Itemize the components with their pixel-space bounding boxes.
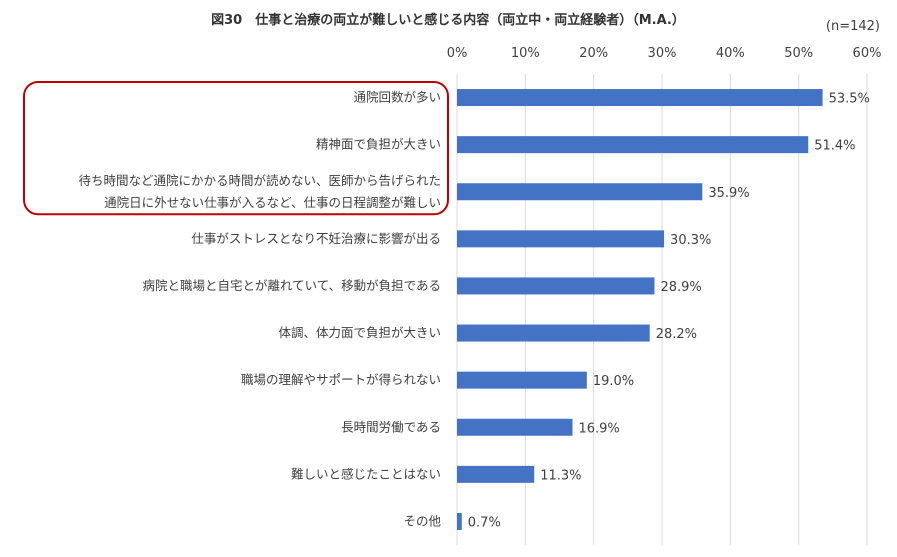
bar bbox=[457, 418, 573, 436]
category-label: 通院回数が多い bbox=[353, 90, 441, 105]
x-tick-label: 20% bbox=[579, 46, 608, 61]
category-label: 精神面で負担が大きい bbox=[316, 137, 441, 152]
category-label: 長時間労働である bbox=[341, 419, 441, 434]
bar bbox=[457, 371, 587, 389]
bar bbox=[457, 89, 823, 107]
category-label: 体調、体力面で負担が大きい bbox=[278, 325, 441, 340]
x-tick-label: 60% bbox=[853, 46, 882, 61]
x-tick-label: 50% bbox=[784, 46, 813, 61]
category-label: 病院と職場と自宅とが離れていて、移動が負担である bbox=[142, 278, 441, 293]
value-label: 11.3% bbox=[540, 468, 581, 483]
bar bbox=[457, 183, 703, 201]
value-label: 53.5% bbox=[829, 92, 870, 107]
x-tick-label: 40% bbox=[716, 46, 745, 61]
category-label: 仕事がストレスとなり不妊治療に影響が出る bbox=[191, 231, 441, 246]
value-label: 51.4% bbox=[814, 139, 855, 154]
value-label: 35.9% bbox=[708, 186, 749, 201]
value-label: 16.9% bbox=[578, 421, 619, 436]
chart-title: 図30 仕事と治療の両立が難しいと感じる内容（両立中・両立経験者）（M.A.） bbox=[211, 12, 685, 28]
category-labels: 通院回数が多い精神面で負担が大きい待ち時間など通院にかかる時間が読めない、医師か… bbox=[78, 90, 441, 529]
x-tick-label: 30% bbox=[648, 46, 677, 61]
x-tick-label: 0% bbox=[447, 46, 468, 61]
value-label: 30.3% bbox=[670, 233, 711, 248]
sample-size-note: (n=142) bbox=[826, 19, 880, 34]
category-label: その他 bbox=[403, 513, 441, 528]
bar bbox=[457, 324, 650, 342]
highlight-box bbox=[23, 81, 449, 216]
category-label: 通院日に外せない仕事が入るなど、仕事の日程調整が難しい bbox=[104, 195, 441, 210]
value-label: 28.2% bbox=[656, 327, 697, 342]
value-label: 19.0% bbox=[593, 374, 634, 389]
bar bbox=[457, 512, 462, 530]
bar bbox=[457, 136, 809, 154]
value-label: 0.7% bbox=[468, 515, 501, 530]
bars bbox=[457, 89, 823, 530]
category-label: 待ち時間など通院にかかる時間が読めない、医師から告げられた bbox=[78, 173, 441, 188]
category-label: 職場の理解やサポートが得られない bbox=[241, 372, 441, 387]
x-axis-ticks: 0% 10% 20% 30% 40% 50% 60% bbox=[447, 46, 882, 61]
x-tick-label: 10% bbox=[511, 46, 540, 61]
bar bbox=[457, 465, 535, 483]
category-label: 難しいと感じたことはない bbox=[291, 466, 441, 481]
bar bbox=[457, 277, 655, 295]
bar bbox=[457, 230, 665, 248]
value-labels: 53.5% 51.4% 35.9% 30.3% 28.9% 28.2% 19.0% 16.9%… bbox=[468, 92, 870, 531]
value-label: 28.9% bbox=[660, 280, 701, 295]
